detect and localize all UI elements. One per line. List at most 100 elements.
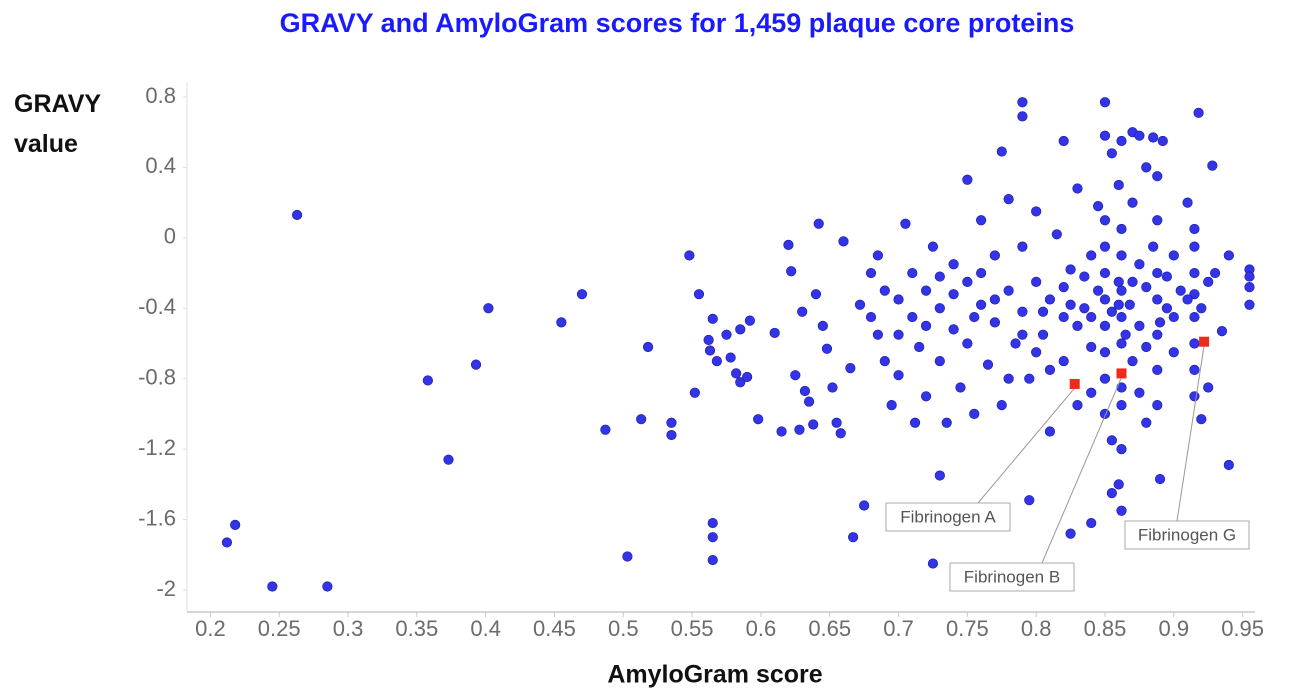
point	[1152, 364, 1163, 375]
point	[707, 554, 718, 566]
point	[969, 408, 980, 420]
point	[783, 239, 794, 250]
point	[1157, 135, 1168, 147]
point	[1086, 387, 1097, 398]
point	[693, 289, 705, 300]
point	[1099, 241, 1111, 252]
point	[790, 370, 801, 381]
point	[1209, 267, 1221, 279]
point	[859, 500, 870, 511]
x-tick-label: 0.85	[1084, 616, 1127, 641]
point	[1152, 267, 1163, 279]
point	[1134, 387, 1145, 398]
point	[962, 276, 973, 287]
point	[689, 387, 700, 398]
x-tick-label: 0.75	[946, 616, 989, 641]
point	[886, 400, 897, 411]
point	[1106, 488, 1117, 499]
callout-line	[1041, 377, 1122, 564]
y-tick-label: -0.4	[138, 294, 176, 319]
point	[989, 294, 1000, 305]
point	[636, 414, 647, 425]
point	[1116, 338, 1127, 349]
point	[1065, 299, 1076, 310]
point	[920, 320, 932, 331]
point	[821, 343, 833, 354]
point	[1017, 306, 1028, 317]
point	[666, 429, 677, 441]
point	[1031, 206, 1042, 217]
point	[982, 359, 994, 370]
point	[1189, 267, 1200, 279]
point	[1124, 299, 1135, 310]
point	[879, 285, 890, 296]
point	[1044, 364, 1056, 375]
point	[893, 329, 904, 340]
point	[831, 417, 842, 428]
point	[872, 250, 883, 261]
point	[1065, 264, 1076, 275]
point	[1223, 459, 1234, 471]
x-tick-label: 0.25	[258, 616, 301, 641]
point	[1079, 271, 1090, 282]
point	[1072, 320, 1083, 331]
point	[810, 289, 822, 300]
point	[1168, 250, 1179, 261]
point	[1189, 338, 1200, 349]
point	[934, 271, 945, 282]
point	[1244, 299, 1255, 310]
point	[865, 267, 877, 279]
y-axis-label: GRAVY value	[14, 90, 101, 158]
point	[1161, 303, 1173, 314]
point	[1154, 473, 1166, 485]
callout-label: Fibrinogen A	[900, 507, 996, 526]
point	[704, 345, 716, 356]
point	[1244, 282, 1255, 293]
x-tick-label: 0.8	[1021, 616, 1052, 641]
point	[1099, 97, 1111, 108]
y-tick-label: 0.8	[145, 83, 176, 108]
point	[622, 551, 633, 562]
point	[893, 294, 904, 305]
point	[725, 352, 736, 363]
x-tick-label: 0.7	[883, 616, 914, 641]
point	[1113, 299, 1124, 310]
point	[707, 313, 718, 324]
point	[1099, 347, 1111, 358]
point	[1134, 320, 1145, 331]
point	[443, 454, 454, 465]
point	[322, 581, 333, 592]
point	[707, 532, 718, 543]
point	[769, 327, 780, 339]
point	[1065, 528, 1076, 539]
point	[934, 470, 945, 481]
point	[817, 320, 828, 331]
point	[221, 537, 233, 548]
point	[666, 417, 677, 428]
x-axis-label: AmyloGram score	[607, 661, 822, 689]
y-tick-label: -1.6	[138, 505, 176, 530]
point	[1044, 294, 1056, 305]
point	[1099, 408, 1111, 420]
point	[707, 517, 718, 529]
point	[1120, 329, 1131, 340]
point	[1044, 426, 1056, 437]
point	[721, 329, 732, 340]
point	[1116, 505, 1127, 516]
point	[1003, 285, 1014, 296]
callout-box	[885, 502, 1011, 532]
point	[976, 299, 987, 310]
point	[483, 303, 494, 314]
point	[1017, 329, 1028, 340]
point	[962, 338, 973, 349]
point	[907, 267, 918, 279]
point	[1161, 271, 1173, 282]
point	[1116, 223, 1127, 235]
point	[920, 285, 932, 296]
point	[1099, 130, 1111, 141]
point	[813, 218, 824, 229]
point	[230, 519, 241, 530]
callout-box	[1124, 520, 1250, 550]
point	[1127, 197, 1138, 208]
